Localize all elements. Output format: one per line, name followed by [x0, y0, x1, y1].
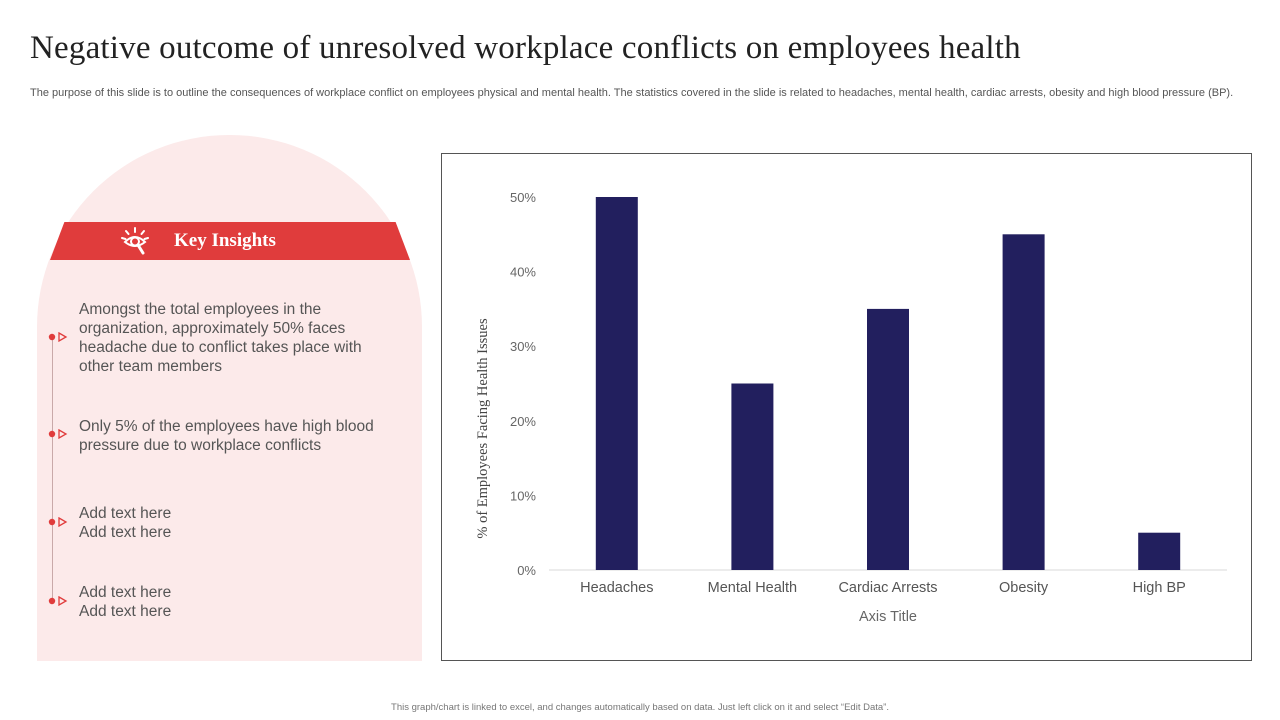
y-tick-label: 0%	[517, 563, 536, 578]
timeline-line	[52, 336, 53, 600]
bullet-arrow-icon	[48, 596, 68, 606]
y-axis-title: % of Employees Facing Health Issues	[475, 318, 491, 539]
y-tick-label: 50%	[510, 190, 536, 205]
bullet-arrow-icon	[48, 332, 68, 342]
footer-note: This graph/chart is linked to excel, and…	[391, 702, 889, 713]
insight-text: Add text here Add text here	[79, 584, 172, 620]
bar-chart[interactable]: 0% 10% 20% 30% 40% 50% Headaches Mental Health C…	[442, 154, 1251, 660]
insight-text: Only 5% of the employees have high blood…	[79, 418, 374, 454]
y-tick-label: 40%	[510, 265, 536, 280]
x-axis-title: Axis Title	[859, 609, 917, 625]
x-tick-label: Mental Health	[708, 580, 797, 596]
insights-banner: Key Insights	[50, 222, 410, 260]
y-tick-label: 10%	[510, 488, 536, 503]
bar[interactable]	[867, 308, 909, 570]
y-tick-label: 30%	[510, 339, 536, 354]
bullet-arrow-icon	[48, 429, 68, 439]
x-tick-label: Obesity	[999, 580, 1049, 596]
bar[interactable]	[731, 383, 774, 571]
eye-search-icon	[121, 227, 149, 255]
chart-container[interactable]: 0% 10% 20% 30% 40% 50% Headaches Mental Health C…	[441, 153, 1252, 661]
bullet-arrow-icon	[48, 517, 68, 527]
insight-text: Add text here Add text here	[79, 505, 172, 541]
bar[interactable]	[1002, 234, 1045, 571]
bar[interactable]	[1138, 532, 1181, 570]
x-tick-label: Cardiac Arrests	[838, 580, 937, 596]
insight-text: Amongst the total employees in the organ…	[79, 301, 362, 375]
page-title: Negative outcome of unresolved workplace…	[30, 30, 1021, 66]
page-subtitle: The purpose of this slide is to outline …	[30, 87, 1234, 99]
y-tick-label: 20%	[510, 414, 536, 429]
x-tick-label: High BP	[1133, 580, 1186, 596]
insights-heading: Key Insights	[174, 230, 276, 251]
bar[interactable]	[595, 197, 638, 570]
x-tick-label: Headaches	[580, 580, 653, 596]
